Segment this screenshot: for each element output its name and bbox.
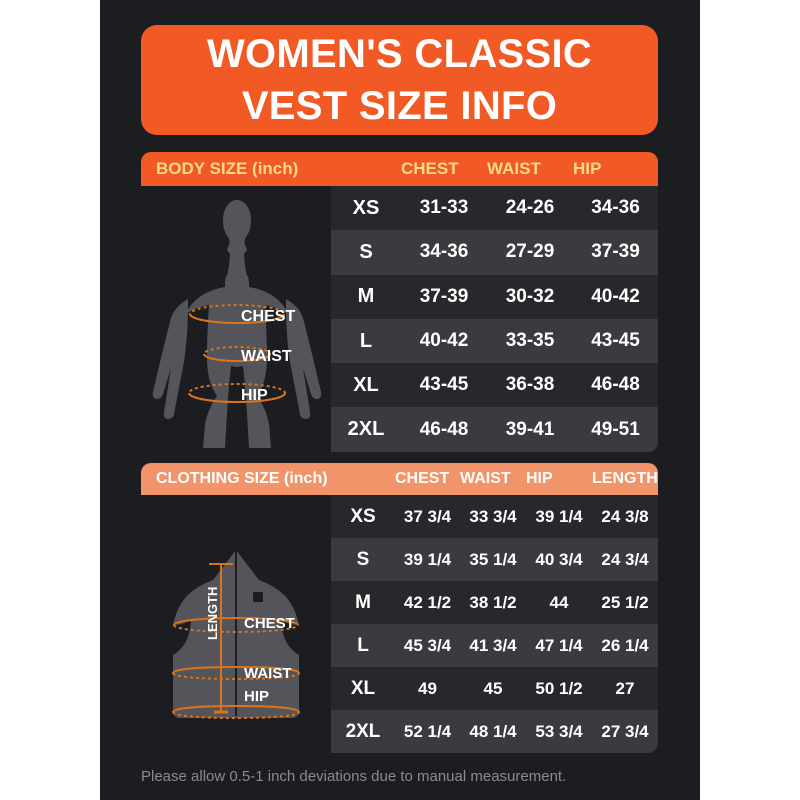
svg-text:LENGTH: LENGTH xyxy=(205,587,220,640)
svg-text:WAIST: WAIST xyxy=(244,665,292,682)
svg-text:CHEST: CHEST xyxy=(244,615,295,632)
svg-text:CHEST: CHEST xyxy=(241,308,295,325)
svg-text:HIP: HIP xyxy=(244,688,269,705)
svg-text:HIP: HIP xyxy=(241,387,268,404)
svg-text:WAIST: WAIST xyxy=(241,348,292,365)
